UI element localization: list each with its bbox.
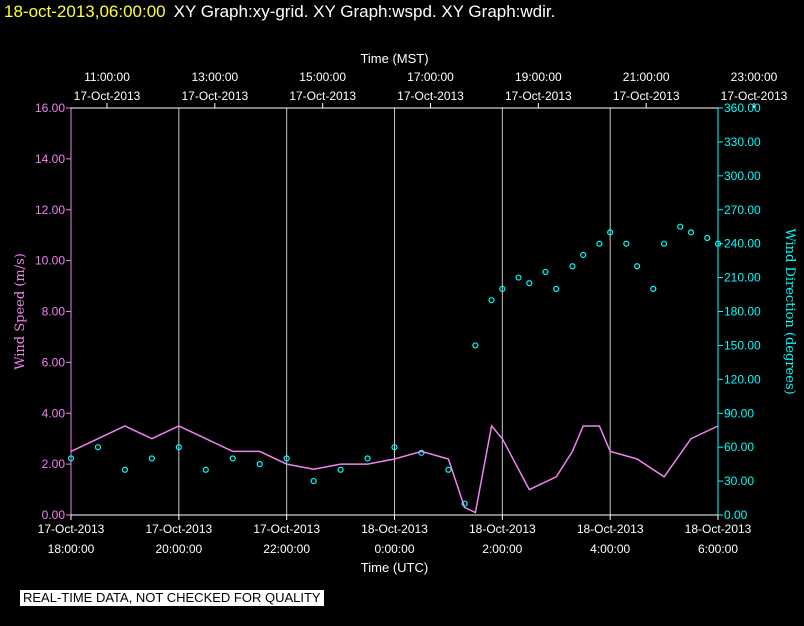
wdir-point — [596, 240, 603, 247]
top-tick-date: 17-Oct-2013 — [181, 89, 248, 103]
bottom-tick-time: 0:00:00 — [374, 542, 414, 556]
top-tick-date: 17-Oct-2013 — [505, 89, 572, 103]
bottom-tick-date: 18-Oct-2013 — [577, 522, 644, 536]
top-tick-time: 19:00:00 — [515, 70, 562, 84]
wdir-point — [175, 444, 182, 451]
right-tick-label: 180.00 — [724, 305, 761, 319]
right-tick-label: 120.00 — [724, 372, 761, 386]
bottom-tick-time: 22:00:00 — [263, 542, 310, 556]
right-tick-label: 330.00 — [724, 135, 761, 149]
wdir-point — [650, 285, 657, 292]
wdir-point — [580, 251, 587, 259]
left-tick-label: 4.00 — [42, 406, 66, 420]
right-tick-label: 360.00 — [724, 101, 761, 115]
right-tick-label: 210.00 — [724, 271, 761, 285]
wdir-point — [229, 455, 236, 462]
right-axis-title: Wind Direction (degrees) — [782, 228, 797, 394]
wdir-point — [488, 297, 495, 304]
wdir-point — [391, 444, 398, 451]
wdir-point — [202, 466, 209, 473]
right-tick-label: 90.00 — [724, 406, 754, 420]
bottom-tick-time: 4:00:00 — [590, 542, 630, 556]
top-tick-date: 17-Oct-2013 — [613, 89, 680, 103]
top-tick-time: 17:00:00 — [407, 70, 454, 84]
bottom-tick-date: 17-Oct-2013 — [38, 522, 105, 536]
top-axis-title: Time (MST) — [360, 51, 428, 66]
bottom-tick-date: 18-Oct-2013 — [685, 522, 752, 536]
bottom-tick-date: 18-Oct-2013 — [469, 522, 536, 536]
wdir-point — [310, 477, 317, 485]
wdir-point — [121, 466, 129, 473]
left-tick-label: 14.00 — [35, 152, 65, 166]
top-tick-date: 17-Oct-2013 — [289, 89, 356, 103]
bottom-tick-time: 20:00:00 — [155, 542, 202, 556]
left-tick-label: 0.00 — [42, 508, 66, 522]
left-tick-label: 10.00 — [35, 254, 65, 268]
right-tick-label: 0.00 — [724, 508, 748, 522]
top-tick-time: 15:00:00 — [299, 70, 346, 84]
left-axis-title: Wind Speed (m/s) — [13, 253, 28, 370]
top-tick-time: 13:00:00 — [191, 70, 238, 84]
quality-notice: REAL-TIME DATA, NOT CHECKED FOR QUALITY — [20, 590, 324, 606]
wdir-point — [364, 455, 371, 462]
timestamp: 18-oct-2013,06:00:00 — [4, 2, 166, 21]
right-tick-label: 60.00 — [724, 440, 754, 454]
bottom-tick-time: 18:00:00 — [48, 542, 95, 556]
wdir-point — [515, 274, 522, 281]
wdir-point — [704, 234, 711, 242]
wdir-point — [634, 263, 641, 270]
bottom-tick-date: 17-Oct-2013 — [145, 522, 212, 536]
top-tick-date: 17-Oct-2013 — [74, 89, 141, 103]
right-tick-label: 240.00 — [724, 237, 761, 251]
wdir-point — [660, 240, 668, 247]
wdir-point — [94, 444, 102, 451]
top-tick-date: 17-Oct-2013 — [721, 89, 788, 103]
header-title: 18-oct-2013,06:00:00 XY Graph:xy-grid. XY… — [4, 2, 555, 22]
wdir-point — [526, 280, 533, 287]
graph-titles: XY Graph:xy-grid. XY Graph:wspd. XY Grap… — [173, 2, 556, 21]
right-tick-label: 30.00 — [724, 474, 754, 488]
wdir-point — [623, 240, 630, 247]
wdir-point — [542, 268, 549, 276]
right-tick-label: 300.00 — [724, 169, 761, 183]
bottom-tick-date: 18-Oct-2013 — [361, 522, 428, 536]
wdir-point — [283, 455, 290, 462]
top-tick-time: 23:00:00 — [731, 70, 778, 84]
bottom-axis-title: Time (UTC) — [361, 560, 428, 575]
left-tick-label: 8.00 — [42, 305, 66, 319]
bottom-tick-time: 6:00:00 — [698, 542, 738, 556]
wdir-point — [256, 461, 263, 468]
wdir-point — [687, 229, 695, 236]
left-tick-label: 6.00 — [42, 355, 66, 369]
wdir-point — [607, 229, 614, 236]
wdir-point — [148, 455, 155, 462]
top-tick-time: 11:00:00 — [84, 70, 130, 84]
bottom-tick-time: 2:00:00 — [482, 542, 522, 556]
wdir-point — [337, 466, 344, 473]
wdir-point — [569, 263, 576, 270]
left-tick-label: 16.00 — [35, 101, 65, 115]
top-tick-date: 17-Oct-2013 — [397, 89, 464, 103]
wdir-point — [677, 223, 684, 230]
top-tick-time: 21:00:00 — [623, 70, 670, 84]
wdir-point — [445, 466, 452, 473]
right-tick-label: 150.00 — [724, 338, 761, 352]
wdir-point — [553, 285, 560, 292]
wdir-point — [499, 285, 506, 292]
bottom-tick-date: 17-Oct-2013 — [253, 522, 320, 536]
left-tick-label: 2.00 — [42, 457, 66, 471]
right-tick-label: 270.00 — [724, 203, 761, 217]
wdir-point — [472, 342, 479, 349]
wspd-series-line — [70, 424, 719, 514]
left-tick-label: 12.00 — [35, 203, 65, 217]
